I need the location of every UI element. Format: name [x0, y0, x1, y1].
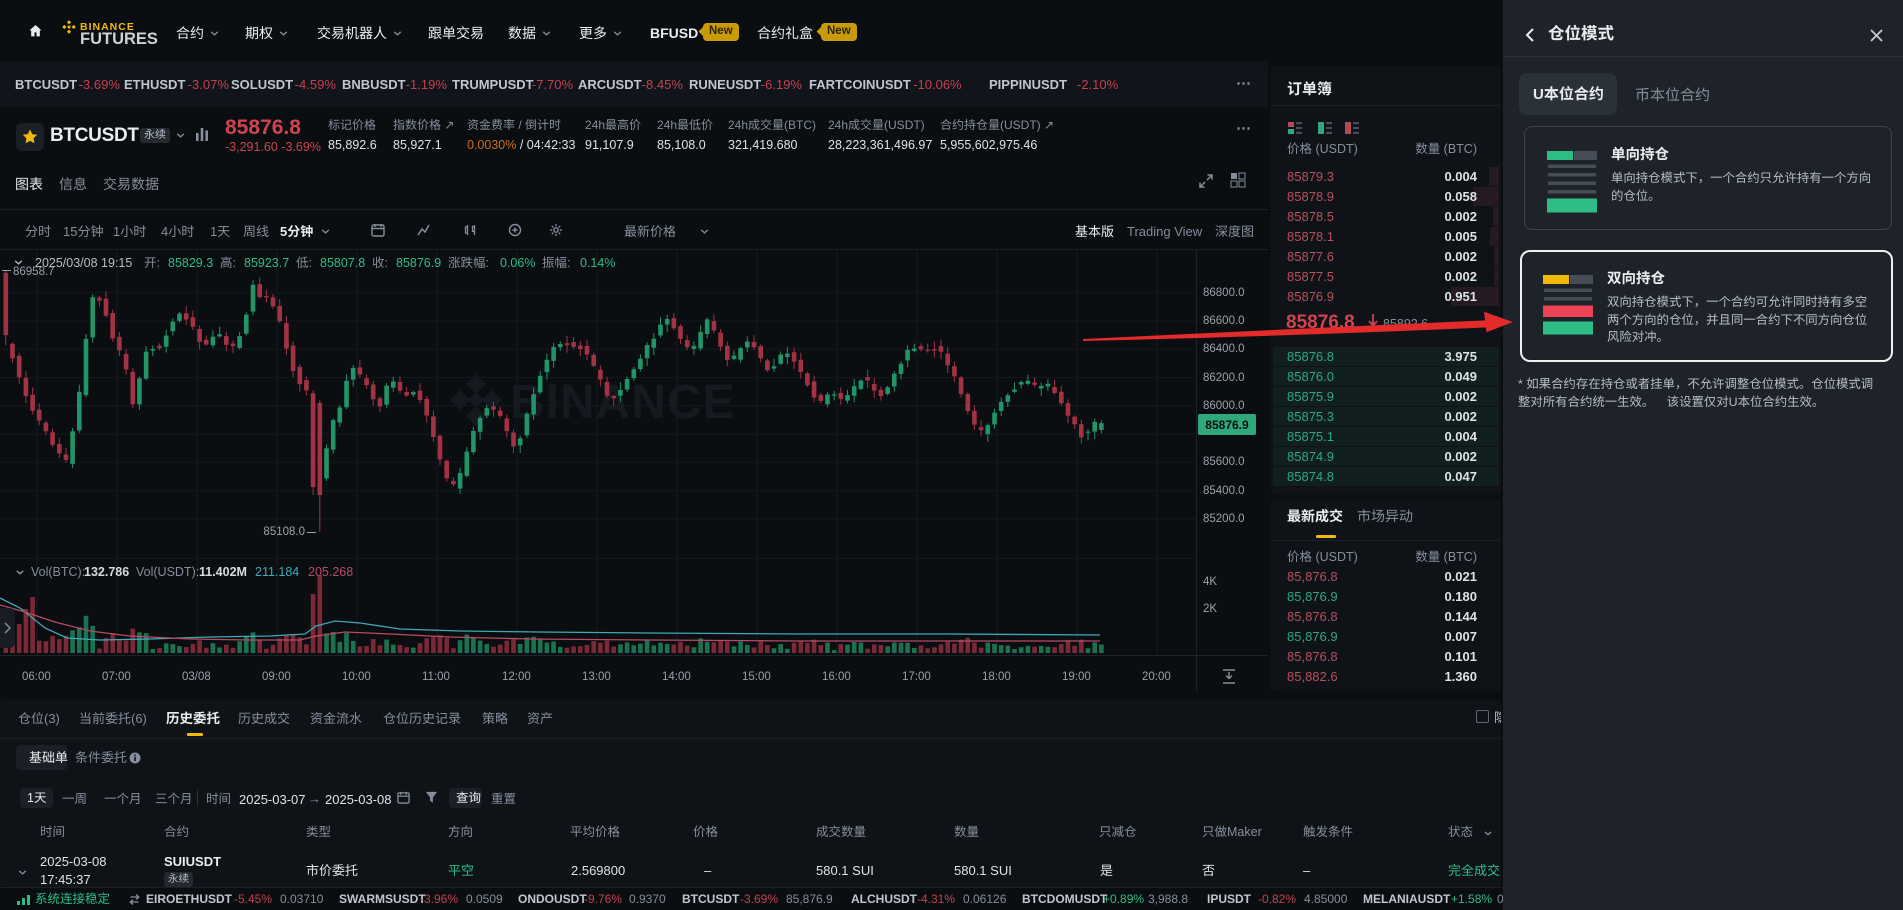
svg-text:85876.9: 85876.9	[1205, 418, 1249, 432]
svg-text:BINANCE: BINANCE	[510, 376, 736, 429]
